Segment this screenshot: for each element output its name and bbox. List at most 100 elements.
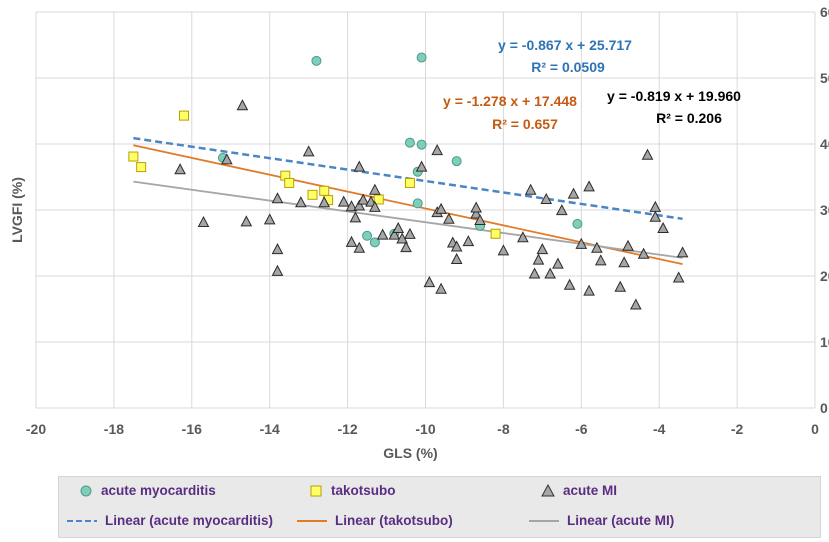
acute-mi-point <box>474 213 486 226</box>
gridlines <box>35 11 816 409</box>
acute-mi-point <box>450 240 463 252</box>
takotsubo-point <box>128 151 139 162</box>
acute-mi-point <box>388 228 401 240</box>
y-tick-label: 30 <box>820 202 829 218</box>
acute-mi-point <box>567 187 580 199</box>
legend: acute myocarditis takotsubo acute MI Lin… <box>58 476 821 538</box>
acute-mi-point <box>349 211 362 223</box>
acute-mi-point <box>353 199 366 211</box>
x-tick-label: -18 <box>104 421 124 437</box>
acute-mi-point <box>532 253 545 265</box>
acute-mi-point <box>583 284 595 296</box>
trendline-equation: y = -0.819 x + 19.960 <box>607 88 741 104</box>
x-axis-title: GLS (%) <box>383 445 437 461</box>
legend-label: takotsubo <box>331 483 396 498</box>
legend-label: Linear (takotsubo) <box>335 513 453 528</box>
myocarditis-point <box>572 218 583 229</box>
acute-mi-point <box>392 221 405 233</box>
acute-mi-point <box>470 201 482 213</box>
acute-mi-point <box>450 252 463 264</box>
legend-label: Linear (acute myocarditis) <box>105 513 274 528</box>
legend-item-linear-acute-mi: Linear (acute MI) <box>529 513 674 528</box>
acute-mi-point <box>404 227 416 239</box>
x-tick-label: -16 <box>182 421 202 437</box>
acute-mi-point <box>271 192 284 204</box>
x-tick-label: -12 <box>337 421 357 437</box>
acute-mi-point <box>435 202 447 214</box>
y-tick-label: 0 <box>820 400 828 416</box>
circle-marker-icon <box>80 485 92 496</box>
x-tick-label: -4 <box>653 421 666 437</box>
acute-mi-point <box>271 243 284 255</box>
myocarditis-point <box>451 156 462 167</box>
x-tick-label: -10 <box>415 421 435 437</box>
trendline-r-squared: R² = 0.206 <box>656 110 722 126</box>
y-axis-title: LVGFI (%) <box>9 177 25 243</box>
acute-mi-point <box>353 241 366 253</box>
square-marker-icon <box>310 485 322 496</box>
acute-mi-point <box>462 235 475 247</box>
x-tick-label: -8 <box>497 421 510 437</box>
acute-mi-point <box>517 231 529 243</box>
acute-mi-point <box>641 148 654 160</box>
y-tick-label: 50 <box>820 70 829 86</box>
acute-mi-point <box>318 196 331 208</box>
y-tick-label: 60 <box>820 4 829 20</box>
acute-mi-point <box>240 215 253 227</box>
acute-mi-point <box>555 204 568 216</box>
x-tick-label: -2 <box>731 421 744 437</box>
acute-mi-point <box>271 264 284 276</box>
trendline <box>133 180 683 259</box>
acute-mi-point <box>345 200 358 212</box>
legend-item-linear-takotsubo: Linear (takotsubo) <box>297 513 453 528</box>
acute-mi-point <box>618 256 630 268</box>
scatter-chart: 0102030405060-20-18-16-14-12-10-8-6-4-20… <box>9 4 829 461</box>
x-tick-label: -6 <box>575 421 588 437</box>
acute-mi-point <box>563 278 576 290</box>
legend-item-takotsubo: takotsubo <box>309 483 396 498</box>
y-tick-label: 10 <box>820 334 829 350</box>
acute-mi-point <box>672 271 685 283</box>
acute-mi-point <box>369 183 381 195</box>
myocarditis-point <box>311 55 322 66</box>
legend-item-linear-acute-myocarditis: Linear (acute myocarditis) <box>67 513 273 528</box>
myocarditis-point <box>404 137 415 148</box>
myocarditis-point <box>412 198 423 209</box>
acute-mi-point <box>415 160 428 172</box>
dashed-line-icon <box>67 519 97 522</box>
trendline-r-squared: R² = 0.0509 <box>531 59 605 75</box>
acute-mi-point <box>575 237 588 249</box>
acute-mi-point <box>497 244 510 256</box>
solid-line-icon <box>529 519 559 522</box>
acute-mi-point <box>353 160 366 172</box>
acute-mi-point <box>540 192 553 204</box>
acute-mi-point <box>197 215 210 228</box>
acute-mi-point <box>435 282 447 294</box>
takotsubo-point <box>490 228 501 239</box>
acute-mi-point <box>591 241 603 253</box>
trendline-equation: y = -0.867 x + 25.717 <box>498 37 632 53</box>
myocarditis-point <box>362 230 373 241</box>
x-tick-label: 0 <box>811 421 819 437</box>
acute-mi-point <box>614 280 627 292</box>
x-tick-label: -14 <box>260 421 280 437</box>
acute-mi-point <box>423 276 436 288</box>
myocarditis-point <box>416 139 427 150</box>
acute-mi-point <box>236 99 249 111</box>
acute-mi-point <box>536 243 549 255</box>
acute-mi-point <box>337 195 350 207</box>
trendline-r-squared: R² = 0.657 <box>492 116 558 132</box>
legend-item-acute-myocarditis: acute myocarditis <box>79 483 216 498</box>
takotsubo-point <box>404 177 415 188</box>
takotsubo-point <box>307 189 318 200</box>
solid-line-icon <box>297 519 327 522</box>
myocarditis-point <box>369 237 380 248</box>
acute-mi-point <box>221 153 233 165</box>
acute-mi-point <box>657 221 669 233</box>
takotsubo-point <box>136 162 147 173</box>
acute-mi-point <box>676 246 689 258</box>
acute-mi-point <box>637 247 650 259</box>
acute-mi-point <box>544 267 556 279</box>
acute-mi-point <box>528 267 541 279</box>
acute-mi-point <box>357 193 370 205</box>
